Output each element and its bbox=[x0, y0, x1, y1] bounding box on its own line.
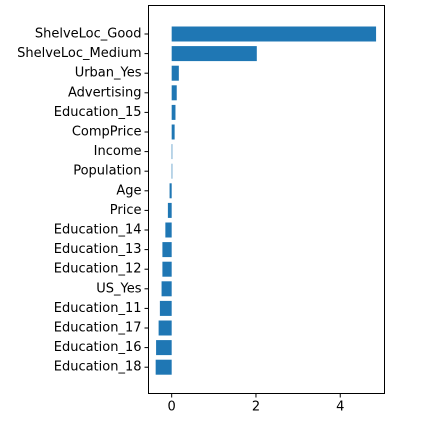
y-tick-label: Education_11 bbox=[54, 301, 142, 316]
bar-education-18 bbox=[155, 359, 172, 375]
x-axis-ticks: 0 2 4 bbox=[168, 393, 344, 415]
y-tick-label: ShelveLoc_Good bbox=[35, 27, 142, 42]
y-tick-label: Price bbox=[110, 203, 142, 218]
bar-compprice bbox=[171, 124, 175, 140]
y-tick-label: Advertising bbox=[68, 85, 142, 100]
bar-education-16 bbox=[156, 340, 172, 356]
y-tick-label: Education_17 bbox=[54, 321, 142, 336]
bar-shelveloc-medium bbox=[171, 46, 257, 62]
y-tick-label: Education_18 bbox=[54, 360, 142, 375]
y-tick-label: CompPrice bbox=[72, 125, 142, 140]
x-tick-label: 0 bbox=[168, 400, 176, 415]
bar-price bbox=[167, 202, 172, 218]
bar-education-17 bbox=[158, 320, 172, 336]
y-tick-label: Population bbox=[73, 164, 141, 179]
y-tick-marks bbox=[144, 33, 149, 368]
bar-population bbox=[171, 163, 173, 179]
y-tick-label: Education_13 bbox=[54, 242, 142, 257]
y-tick-label: Education_15 bbox=[54, 105, 142, 120]
plot-frame bbox=[148, 5, 385, 394]
bar-urban-yes bbox=[171, 65, 179, 81]
x-tick-label: 4 bbox=[336, 400, 344, 415]
y-tick-label: ShelveLoc_Medium bbox=[17, 46, 141, 61]
bar-education-14 bbox=[165, 222, 172, 238]
y-tick-labels: ShelveLoc_Good ShelveLoc_Medium Urban_Yes A… bbox=[17, 27, 142, 375]
y-tick-label: Education_12 bbox=[54, 262, 142, 277]
y-tick-label: Income bbox=[94, 144, 142, 159]
bar-shelveloc-good bbox=[171, 26, 377, 42]
bar-us-yes bbox=[161, 281, 172, 297]
bar-income bbox=[171, 144, 173, 160]
y-tick-label: Education_16 bbox=[54, 340, 142, 355]
bar-education-11 bbox=[159, 300, 172, 316]
y-tick-label: US_Yes bbox=[96, 281, 141, 296]
bars-group bbox=[155, 26, 377, 375]
x-tick-label: 2 bbox=[252, 400, 260, 415]
bar-education-15 bbox=[171, 104, 176, 120]
bar-age bbox=[169, 183, 172, 199]
bar-advertising bbox=[171, 85, 177, 101]
bar-education-13 bbox=[162, 242, 172, 258]
y-tick-label: Age bbox=[116, 183, 141, 198]
y-tick-label: Education_14 bbox=[54, 223, 142, 238]
bar-education-12 bbox=[162, 261, 172, 277]
y-tick-label: Urban_Yes bbox=[75, 66, 142, 81]
